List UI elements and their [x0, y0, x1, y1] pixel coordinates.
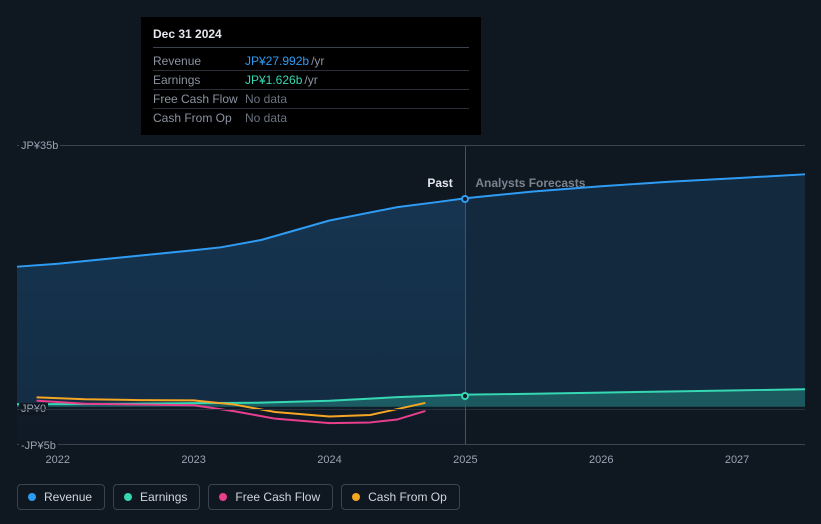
past-section-label: Past — [427, 176, 452, 190]
y-axis-label: -JP¥5b — [19, 440, 58, 452]
x-axis-label: 2022 — [46, 454, 70, 466]
tooltip-date: Dec 31 2024 — [153, 27, 469, 48]
tooltip-value: JP¥27.992b — [245, 54, 309, 68]
x-axis-label: 2023 — [181, 454, 205, 466]
tooltip-suffix: /yr — [311, 54, 324, 68]
legend-dot-icon — [124, 493, 132, 501]
legend-dot-icon — [28, 493, 36, 501]
legend-label: Revenue — [44, 490, 92, 504]
legend-label: Earnings — [140, 490, 187, 504]
financial-chart[interactable]: JP¥35bJP¥0-JP¥5b202220232024202520262027… — [17, 120, 805, 445]
tooltip-key: Free Cash Flow — [153, 92, 245, 106]
forecast-section-label: Analysts Forecasts — [475, 176, 585, 190]
tooltip-key: Earnings — [153, 73, 245, 87]
tooltip-row: Free Cash FlowNo data — [153, 90, 469, 109]
zero-gridline — [17, 409, 805, 410]
legend-item-cfo[interactable]: Cash From Op — [341, 484, 460, 510]
tooltip-suffix: /yr — [304, 73, 317, 87]
plot-area[interactable]: JP¥35bJP¥0-JP¥5b202220232024202520262027… — [17, 145, 805, 445]
legend-dot-icon — [219, 493, 227, 501]
legend-label: Free Cash Flow — [235, 490, 320, 504]
legend-dot-icon — [352, 493, 360, 501]
hover-marker-revenue — [461, 195, 469, 203]
tooltip-row: EarningsJP¥1.626b /yr — [153, 71, 469, 90]
tooltip-row: RevenueJP¥27.992b /yr — [153, 52, 469, 71]
legend-item-revenue[interactable]: Revenue — [17, 484, 105, 510]
x-axis-label: 2026 — [589, 454, 613, 466]
x-axis-label: 2027 — [725, 454, 749, 466]
y-axis-label: JP¥35b — [19, 140, 60, 152]
x-axis-label: 2025 — [453, 454, 477, 466]
tooltip-nodata: No data — [245, 92, 287, 106]
hover-marker-earnings — [461, 392, 469, 400]
legend-item-earnings[interactable]: Earnings — [113, 484, 200, 510]
legend-label: Cash From Op — [368, 490, 447, 504]
tooltip-value: JP¥1.626b — [245, 73, 302, 87]
x-axis-label: 2024 — [317, 454, 341, 466]
hover-tooltip: Dec 31 2024 RevenueJP¥27.992b /yrEarning… — [141, 17, 481, 135]
legend-item-fcf[interactable]: Free Cash Flow — [208, 484, 333, 510]
tooltip-key: Revenue — [153, 54, 245, 68]
chart-legend: Revenue Earnings Free Cash Flow Cash From O… — [17, 484, 460, 510]
